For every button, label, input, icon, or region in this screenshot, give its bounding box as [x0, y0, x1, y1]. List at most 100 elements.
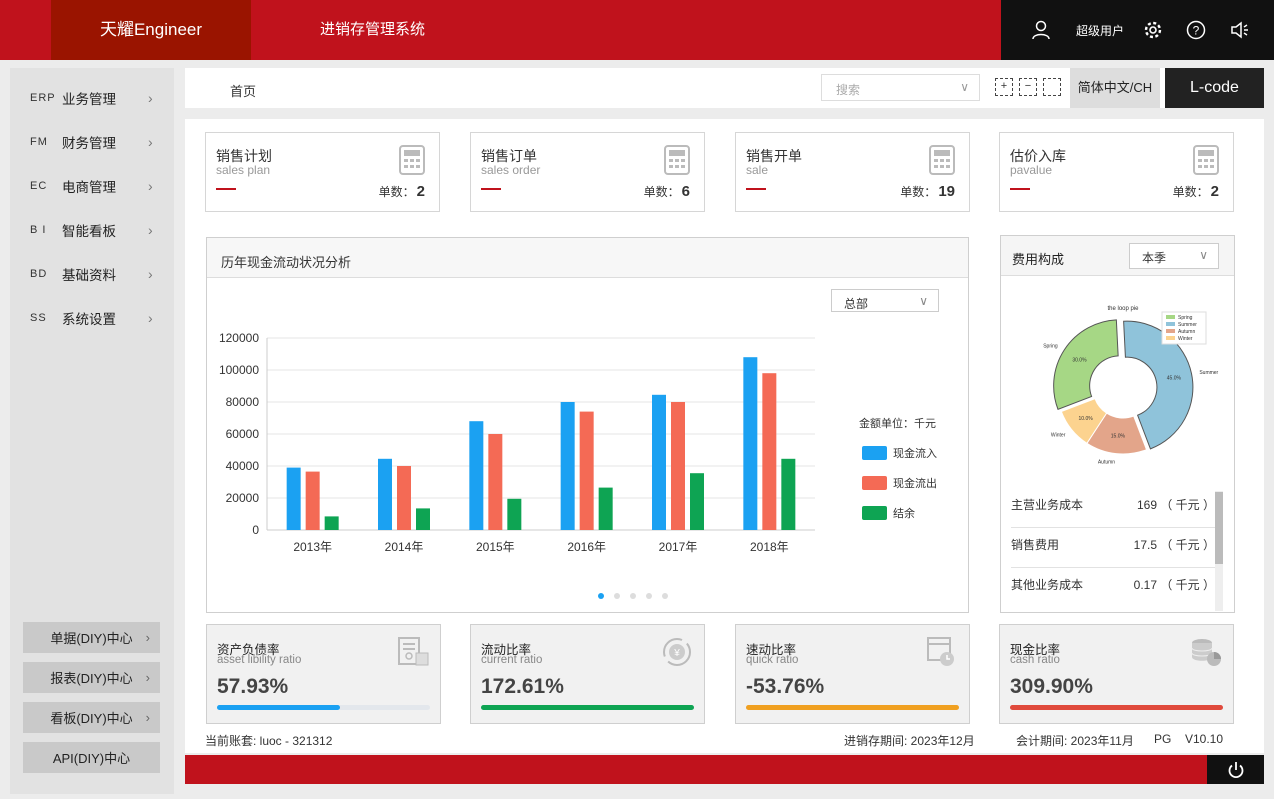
diy-label: 单据(DIY)中心 — [50, 631, 133, 646]
zoom-out-icon[interactable]: − — [1019, 78, 1037, 96]
cost-value: 17.5 （ 千元 ） — [1133, 538, 1215, 552]
nav-label: 财务管理 — [62, 136, 116, 151]
ratio-progress-fill — [746, 705, 959, 710]
cost-scrollbar-thumb[interactable] — [1215, 492, 1223, 564]
sidebar-item-erp[interactable]: ERP 业务管理 › — [10, 76, 174, 120]
cost-name: 其他业务成本 — [1011, 578, 1084, 592]
bar — [378, 458, 392, 530]
card-subtitle: sales order — [481, 163, 541, 177]
ratio-subtitle: cash ratio — [1010, 654, 1060, 666]
diy-label: 报表(DIY)中心 — [50, 671, 133, 686]
top-right-toolbar: 超级用户 ? — [1001, 0, 1274, 60]
svg-text:¥: ¥ — [673, 648, 680, 659]
pie-title: the loop pie — [1107, 306, 1139, 312]
breadcrumb-bar: 首页 搜索 ∨ + − 简体中文/CH L-code — [185, 68, 1264, 108]
bar — [397, 466, 411, 530]
stat-card-sale[interactable]: 销售开单 sale 单数： 19 — [735, 132, 970, 212]
ratio-value: 172.61% — [481, 675, 564, 698]
card-accent-line — [481, 188, 501, 190]
language-button[interactable]: 简体中文/CH — [1070, 68, 1160, 108]
ratio-card-cash[interactable]: 现金比率 cash ratio 309.90% — [999, 624, 1234, 724]
chevron-down-icon: ∨ — [960, 80, 969, 94]
card-accent-line — [1010, 188, 1030, 190]
stat-card-pavalue[interactable]: 估价入库 pavalue 单数： 2 — [999, 132, 1234, 212]
pie-slice-label: 30.0% — [1072, 358, 1087, 364]
zoom-in-icon[interactable]: + — [995, 78, 1013, 96]
power-button[interactable] — [1207, 755, 1264, 784]
pie-legend-label: Summer — [1178, 322, 1197, 328]
bar — [762, 373, 777, 530]
card-count: 单数： 19 — [900, 183, 955, 200]
diy-document-center-button[interactable]: 单据(DIY)中心 › — [23, 622, 160, 653]
stat-card-sales-plan[interactable]: 销售计划 sales plan 单数： 2 — [205, 132, 440, 212]
calculator-icon — [1193, 145, 1219, 175]
branch-select[interactable]: 总部 ∨ — [831, 289, 939, 312]
ratio-card-asset-liability[interactable]: 资产负债率 asset libility ratio 57.93% — [206, 624, 441, 724]
cost-value: 0.17 （ 千元 ） — [1133, 578, 1215, 592]
legend-swatch — [862, 446, 887, 460]
ratio-subtitle: quick ratio — [746, 654, 799, 666]
brand-logo[interactable]: 天耀Engineer — [51, 0, 251, 60]
chevron-right-icon: › — [145, 710, 150, 725]
nav-code: ERP — [30, 92, 56, 104]
pager-dot — [598, 593, 604, 599]
legend-label: 结余 — [893, 506, 915, 520]
cost-row: 主营业务成本 169 （ 千元 ） — [1011, 488, 1215, 528]
chevron-right-icon: › — [148, 178, 153, 194]
ratio-card-current[interactable]: 流动比率 current ratio 172.61% ¥ — [470, 624, 705, 724]
card-title: 销售计划 — [216, 148, 272, 164]
sidebar-item-fm[interactable]: FM 财务管理 › — [10, 120, 174, 164]
calculator-icon — [399, 145, 425, 175]
search-select[interactable]: 搜索 ∨ — [821, 74, 980, 101]
gear-icon[interactable] — [1141, 18, 1165, 42]
help-icon[interactable]: ? — [1184, 18, 1208, 42]
power-icon — [1228, 761, 1243, 778]
diy-dashboard-center-button[interactable]: 看板(DIY)中心 › — [23, 702, 160, 733]
version: V10.10 — [1185, 732, 1224, 746]
sidebar: ERP 业务管理 › FM 财务管理 › EC 电商管理 › B I 智能看板 … — [10, 68, 174, 794]
system-title: 进销存管理系统 — [320, 21, 426, 38]
period-select[interactable]: 本季 ∨ — [1129, 243, 1219, 269]
x-tick-label: 2014年 — [385, 540, 424, 554]
cost-pie-chart: the loop pie 30.0% Spring 45.0% Summer 15.0% A… — [1043, 306, 1218, 466]
card-count: 单数： 6 — [643, 183, 690, 200]
current-account: 当前账套: luoc - 321312 — [205, 734, 333, 748]
x-tick-label: 2016年 — [567, 540, 606, 554]
cashflow-panel-header: 历年现金流动状况分析 — [207, 238, 968, 278]
ratio-card-quick[interactable]: 速动比率 quick ratio -53.76% — [735, 624, 970, 724]
breadcrumb-home[interactable]: 首页 — [230, 84, 257, 99]
bar — [598, 487, 613, 530]
speaker-icon[interactable] — [1227, 18, 1251, 42]
fullscreen-icon[interactable] — [1043, 78, 1061, 96]
diy-api-center-button[interactable]: API(DIY)中心 — [23, 742, 160, 773]
nav-code: FM — [30, 136, 48, 148]
sidebar-item-ss[interactable]: SS 系统设置 › — [10, 296, 174, 340]
card-accent-line — [216, 188, 236, 190]
inventory-period: 进销存期间: 2023年12月 — [844, 734, 975, 748]
stat-card-sales-order[interactable]: 销售订单 sales order 单数： 6 — [470, 132, 705, 212]
nav-code: SS — [30, 312, 47, 324]
clock-document-icon — [927, 637, 954, 666]
nav-code: BD — [30, 268, 48, 280]
sidebar-item-ec[interactable]: EC 电商管理 › — [10, 164, 174, 208]
coins-icon — [1191, 639, 1221, 666]
legend-swatch — [862, 506, 887, 520]
username[interactable]: 超级用户 — [1076, 24, 1125, 38]
sidebar-item-bi[interactable]: B I 智能看板 › — [10, 208, 174, 252]
sidebar-item-bd[interactable]: BD 基础资料 › — [10, 252, 174, 296]
lcode-button[interactable]: L-code — [1165, 68, 1264, 108]
pie-slice-label: 15.0% — [1111, 434, 1126, 440]
nav-label: 基础资料 — [62, 268, 116, 283]
diy-report-center-button[interactable]: 报表(DIY)中心 › — [23, 662, 160, 693]
cashflow-title: 历年现金流动状况分析 — [221, 255, 352, 270]
user-icon[interactable] — [1029, 18, 1053, 42]
nav-label: 业务管理 — [62, 92, 116, 107]
legend-label: 现金流入 — [893, 446, 937, 460]
pie-legend-swatch — [1166, 315, 1175, 319]
x-tick-label: 2018年 — [750, 540, 789, 554]
pie-category-label: Autumn — [1098, 460, 1115, 466]
ratio-progress-track — [1010, 705, 1223, 710]
yuan-cycle-icon: ¥ — [663, 638, 691, 666]
card-title: 估价入库 — [1010, 148, 1066, 164]
legend-unit-label: 金额单位：千元 — [859, 416, 936, 430]
